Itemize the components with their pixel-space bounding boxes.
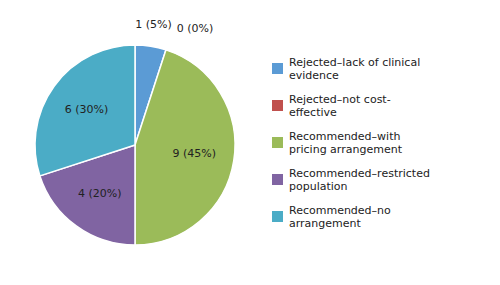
legend-label: Rejected–lack of clinicalevidence <box>289 56 420 82</box>
data-labels: 1 (5%) 0 (0%) 9 (45%) 4 (20%) 6 (30%) <box>65 18 216 199</box>
legend-swatch <box>272 100 283 111</box>
legend: Rejected–lack of clinicalevidence Rejecte… <box>272 56 430 230</box>
data-label: 9 (45%) <box>172 147 216 160</box>
chart-container: 1 (5%) 0 (0%) 9 (45%) 4 (20%) 6 (30%) Rejecte… <box>0 0 500 285</box>
legend-label: Recommended–withpricing arrangement <box>289 130 403 156</box>
legend-label: Recommended–noarrangement <box>289 204 391 230</box>
legend-swatch <box>272 137 283 148</box>
data-label: 0 (0%) <box>177 22 214 35</box>
legend-label: Rejected–not cost-effective <box>289 93 391 119</box>
legend-swatch <box>272 174 283 185</box>
data-label: 4 (20%) <box>78 187 122 200</box>
pie-slice <box>135 50 235 245</box>
legend-swatch <box>272 63 283 74</box>
pie-slices <box>35 45 235 245</box>
pie-slice <box>35 45 135 176</box>
chart-svg: 1 (5%) 0 (0%) 9 (45%) 4 (20%) 6 (30%) Rejecte… <box>0 0 500 285</box>
data-label: 1 (5%) <box>135 18 172 31</box>
legend-swatch <box>272 211 283 222</box>
data-label: 6 (30%) <box>65 103 109 116</box>
legend-label: Recommended–restrictedpopulation <box>289 167 430 193</box>
